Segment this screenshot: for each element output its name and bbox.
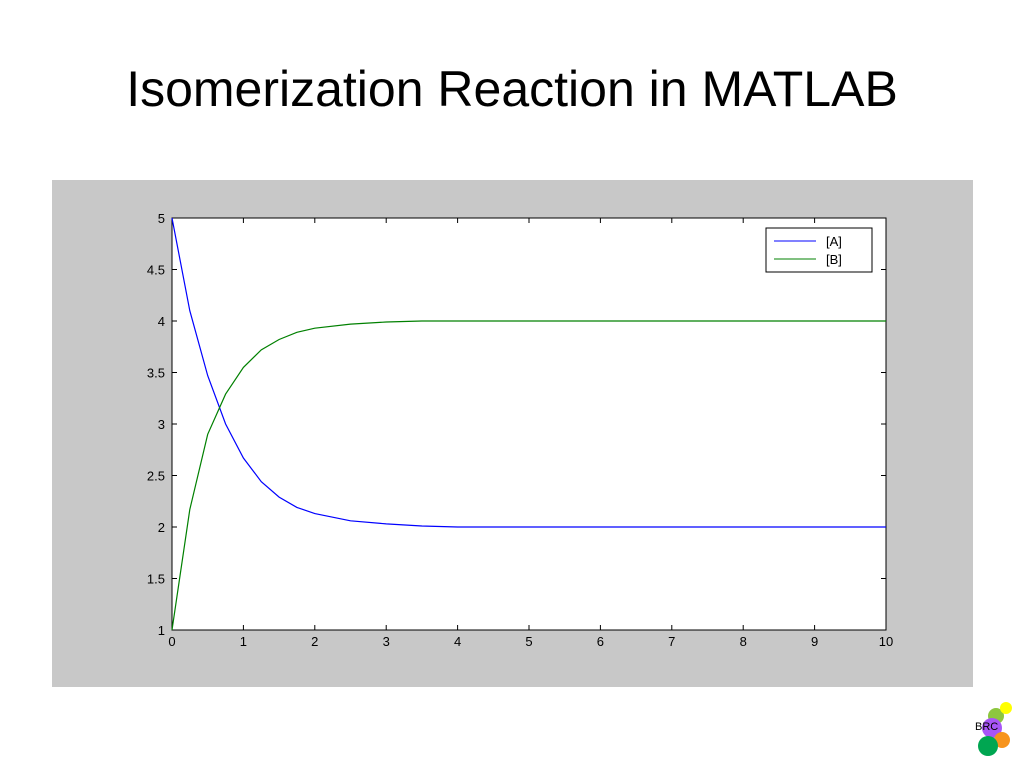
plot-area bbox=[171, 217, 887, 631]
x-tick-label: 4 bbox=[454, 634, 461, 649]
x-tick-label: 6 bbox=[597, 634, 604, 649]
legend-box bbox=[765, 227, 873, 273]
series-lines bbox=[171, 217, 886, 631]
x-tick-label: 7 bbox=[668, 634, 675, 649]
legend: [A] [B] bbox=[765, 227, 873, 273]
y-tick-label: 2.5 bbox=[147, 469, 165, 484]
logo-circle-yellow bbox=[1000, 702, 1012, 714]
figure-panel: 0 1 2 3 4 5 6 7 8 9 10 1 1.5 2 2.5 3 3.5 4 4.5 5 [A] [B] bbox=[52, 180, 973, 687]
legend-label-a: [A] bbox=[826, 234, 842, 249]
x-tick-label: 3 bbox=[383, 634, 390, 649]
logo-text: BRC bbox=[975, 721, 999, 733]
y-tick-label: 1.5 bbox=[147, 572, 165, 587]
y-tick-label: 1 bbox=[158, 623, 165, 638]
logo-circle-darkgreen bbox=[978, 736, 998, 756]
brc-logo: BRC bbox=[972, 700, 1018, 758]
x-tick-label: 9 bbox=[811, 634, 818, 649]
series-line-b bbox=[171, 320, 886, 631]
y-tick-label: 2 bbox=[158, 520, 165, 535]
series-line-a bbox=[171, 217, 886, 528]
slide-title: Isomerization Reaction in MATLAB bbox=[126, 61, 898, 117]
x-tick-label: 10 bbox=[879, 634, 893, 649]
x-tick-label: 0 bbox=[168, 634, 175, 649]
logo-circle-orange bbox=[994, 732, 1010, 748]
y-tick-label: 4 bbox=[158, 314, 165, 329]
x-tick-label: 8 bbox=[740, 634, 747, 649]
x-tick-label: 1 bbox=[240, 634, 247, 649]
y-tick-label: 3 bbox=[158, 417, 165, 432]
y-tick-label: 5 bbox=[158, 211, 165, 226]
y-tick-label: 3.5 bbox=[147, 366, 165, 381]
logo-circle-purple bbox=[982, 718, 1002, 738]
legend-label-b: [B] bbox=[826, 252, 842, 267]
x-tick-label: 2 bbox=[311, 634, 318, 649]
x-tick-label: 5 bbox=[525, 634, 532, 649]
axis-ticks bbox=[171, 217, 887, 631]
y-tick-label: 4.5 bbox=[147, 263, 165, 278]
